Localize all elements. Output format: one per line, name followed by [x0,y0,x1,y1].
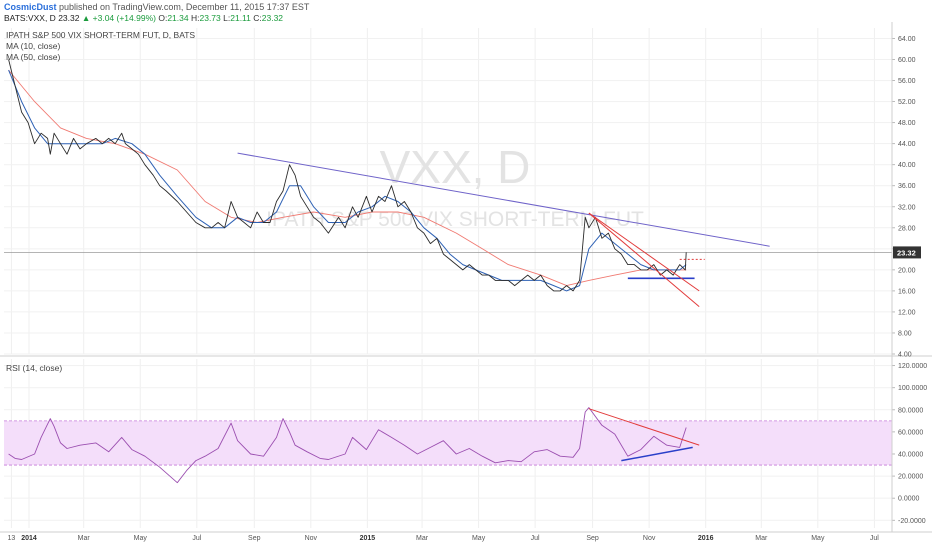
ma10-line [8,69,687,292]
watermark-ticker: VXX, D [380,141,531,193]
x-tick-label: 13 [8,535,16,542]
red_trend-trendline[interactable] [588,212,700,292]
price-pane-background [4,28,892,354]
watermark-name: IPATH S&P 500 VIX SHORT-TERM FUT [266,208,644,231]
price-y-tick-label: 36.00 [898,183,916,190]
open-value: 21.34 [167,13,189,23]
x-tick-label: 2015 [360,535,376,542]
rsi-drawings[interactable] [588,408,700,462]
x-tick-label: May [134,535,148,542]
resistance-trendline[interactable] [237,152,770,247]
price-y-tick-label: 64.00 [898,36,916,43]
x-tick-label: Sep [586,535,599,542]
price-y-tick-label: 40.00 [898,162,916,169]
rsi-pane[interactable]: RSI (14, close) [4,359,892,528]
x-tick-label: 2014 [21,535,37,542]
rsi-band-fill [4,420,892,466]
x-tick-label: Mar [755,535,768,542]
price-y-tick-label: 4.00 [898,352,912,359]
price-y-tick-label: 20.00 [898,267,916,274]
rsi-y-tick-label: 80.0000 [898,407,923,414]
x-tick-label: May [811,535,825,542]
price-change: +3.04 (+14.99%) [92,13,156,23]
close-label: C: [253,13,262,23]
support-rsi-trendline[interactable] [621,446,693,462]
rsi-y-tick-label: 60.0000 [898,429,923,436]
low-value: 21.11 [230,13,251,23]
quote-line: BATS:VXX, D 23.32 ▲ +3.04 (+14.99%) O:21… [4,13,283,23]
x-tick-label: Mar [78,535,91,542]
x-tick-label: Mar [416,535,429,542]
rsi-y-tick-label: 100.0000 [898,385,927,392]
symbol-label: BATS:VXX, D [4,13,56,23]
last-price: 23.32 [58,13,80,23]
x-tick-label: 2016 [698,535,714,542]
x-tick-label: Nov [643,535,656,542]
publish-info: CosmicDust published on TradingView.com,… [4,2,309,12]
price-y-tick-label: 32.00 [898,204,916,211]
price-line [8,59,687,292]
rsi-series-group [8,407,687,484]
legend-ma10[interactable]: MA (10, close) [6,41,60,51]
chart-header: CosmicDust published on TradingView.com,… [0,0,932,23]
rsi-y-tick-label: 40.0000 [898,451,923,458]
x-tick-label: Jul [192,535,201,542]
red_trend-trendline[interactable] [588,212,700,308]
rsi-line [8,407,687,484]
low-label: L: [223,13,231,23]
high-label: H: [190,13,200,23]
price-y-tick-label: 12.00 [898,309,916,316]
x-tick-label: Sep [248,535,261,542]
price-y-tick-label: 52.00 [898,99,916,106]
price-pane-title: IPATH S&P 500 VIX SHORT-TERM FUT, D, BAT… [6,30,195,40]
x-tick-label: May [472,535,486,542]
chart-canvas[interactable]: VXX, D IPATH S&P 500 VIX SHORT-TERM FUT … [0,22,932,550]
up-arrow-icon: ▲ [81,13,91,23]
rsi-y-tick-label: 120.0000 [898,363,927,370]
ma50-line [8,69,687,287]
price-y-tick-label: 48.00 [898,120,916,127]
price-y-tick-label: 16.00 [898,288,916,295]
last-price-tag: 23.32 [893,246,921,259]
publish-text: published on TradingView.com, December 1… [56,2,310,12]
time-x-axis[interactable]: 13 2014 Mar May Jul Sep Nov 2015 Mar May Jul Sep Nov… [8,535,880,542]
price-drawings[interactable] [237,152,770,308]
rsi-y-tick-label: 0.0000 [898,496,920,503]
price-series-group [8,59,687,292]
rsi-y-tick-label: 20.0000 [898,474,923,481]
price-y-tick-label: 60.00 [898,57,916,64]
author-link[interactable]: CosmicDust [4,2,57,12]
price-y-tick-label: 28.00 [898,225,916,232]
last-price-tag-box [893,246,921,259]
last-price-tag-text: 23.32 [897,248,916,257]
price-y-tick-label: 8.00 [898,330,912,337]
price-y-tick-label: 56.00 [898,78,916,85]
x-tick-label: Jul [870,535,879,542]
price-pane[interactable]: VXX, D IPATH S&P 500 VIX SHORT-TERM FUT … [4,28,892,355]
rsi-y-axis[interactable]: 120.0000 100.0000 80.0000 60.0000 40.0000 20.… [892,363,927,525]
red_trend-rsi-trendline[interactable] [588,408,700,446]
price-y-axis[interactable]: 64.00 60.00 56.00 52.00 48.00 44.00 40.00 36.00… [892,36,916,359]
x-tick-label: Nov [305,535,318,542]
legend-ma50[interactable]: MA (50, close) [6,52,60,62]
price-grid [4,28,892,355]
rsi-pane-title: RSI (14, close) [6,363,62,373]
rsi-y-tick-label: -20.0000 [898,518,926,525]
close-value: 23.32 [261,13,284,23]
price-y-tick-label: 44.00 [898,141,916,148]
high-value: 23.73 [199,13,221,23]
x-tick-label: Jul [531,535,540,542]
open-label: O: [158,13,168,23]
